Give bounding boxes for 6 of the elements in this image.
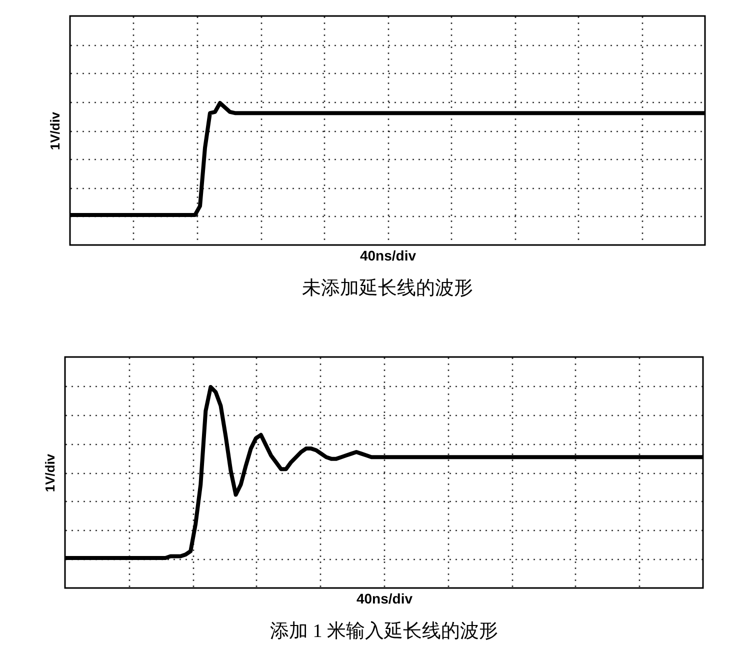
text: 添加 1 米输入延长线的波形 — [270, 621, 498, 642]
y-axis-title: 1V/div — [48, 111, 62, 150]
y-axis-title: 1V/div — [42, 453, 58, 492]
text: 未添加延长线的波形 — [302, 278, 473, 299]
x-axis-title: 40ns/div — [360, 248, 416, 264]
x-axis-title: 40ns/div — [356, 590, 413, 606]
